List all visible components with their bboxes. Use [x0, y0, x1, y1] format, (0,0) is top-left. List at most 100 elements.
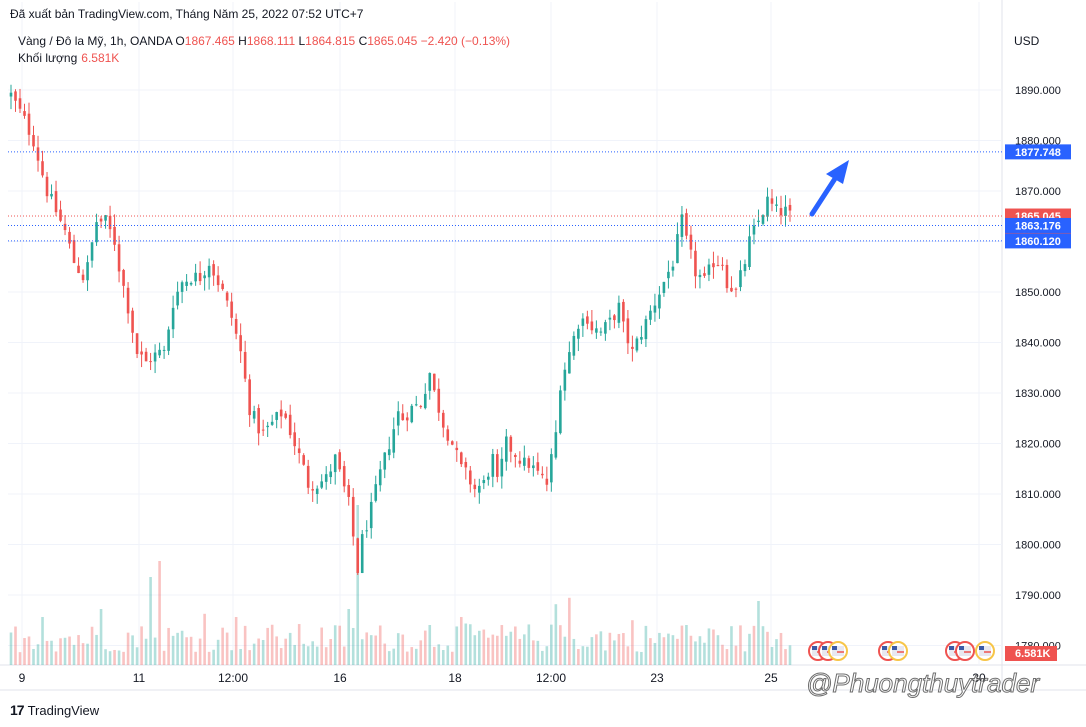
volume-bar: [81, 643, 85, 665]
candle-body: [126, 287, 130, 314]
candle-body: [117, 244, 121, 272]
candle-body: [185, 281, 188, 286]
us-flag-event-icon[interactable]: [975, 641, 995, 661]
volume-bar: [514, 626, 517, 665]
volume-bar: [757, 601, 760, 665]
volume-bar: [32, 648, 35, 665]
volume-bar: [491, 634, 495, 665]
candle-body: [649, 310, 652, 320]
volume-bar: [500, 625, 504, 665]
volume-value: 6.581K: [81, 51, 120, 65]
candle-body: [414, 404, 418, 406]
candle-body: [459, 452, 463, 465]
candle-body: [248, 379, 251, 416]
candle-body: [473, 484, 477, 490]
volume-bar: [279, 648, 283, 665]
volume-bar: [369, 635, 373, 665]
volume-bar: [784, 649, 787, 665]
candle-body: [194, 272, 197, 282]
volume-bar: [162, 650, 166, 665]
candle-body: [279, 409, 283, 417]
volume-bar: [252, 643, 256, 665]
candle-body: [329, 471, 333, 478]
candle-body: [14, 91, 17, 101]
volume-bar: [595, 634, 598, 665]
candle-body: [383, 452, 387, 470]
volume-bar: [599, 631, 603, 665]
candle-body: [63, 223, 67, 231]
us-flag-event-icon[interactable]: [828, 641, 848, 661]
candle-body: [50, 193, 53, 197]
volume-bar: [432, 646, 436, 665]
volume-bar: [437, 644, 441, 665]
volume-bar: [536, 640, 540, 665]
us-flag-event-icon[interactable]: [955, 641, 975, 661]
volume-bar: [59, 638, 62, 665]
price-tick-label: 1890.000: [1015, 85, 1061, 97]
candle-body: [23, 111, 26, 116]
candle-body: [212, 264, 215, 276]
candle-body: [509, 436, 513, 452]
candle-body: [54, 191, 58, 213]
volume-bar: [329, 639, 333, 665]
volume-bar: [378, 625, 382, 665]
volume-bar: [518, 638, 522, 665]
candle-body: [658, 294, 661, 309]
candle-body: [365, 530, 369, 532]
candle-body: [387, 449, 391, 456]
candle-body: [405, 417, 409, 421]
volume-bar: [671, 635, 675, 665]
candle-body: [572, 335, 576, 356]
volume-bar: [95, 634, 98, 665]
volume-bar: [613, 640, 616, 665]
candle-body: [599, 331, 603, 333]
candle-body: [784, 206, 787, 217]
candle-body: [423, 393, 427, 409]
volume-bar: [509, 631, 513, 665]
close-value: 1865.045: [367, 34, 418, 48]
price-level-badge: [1005, 144, 1071, 160]
high-label: H: [238, 34, 247, 48]
volume-bar: [586, 646, 589, 665]
tradingview-logo[interactable]: 17 TradingView: [10, 702, 99, 718]
volume-bar: [90, 626, 94, 665]
volume-bar: [698, 636, 702, 665]
volume-bar: [527, 624, 531, 665]
volume-bar: [360, 639, 364, 665]
volume-bar: [608, 632, 612, 665]
candle-body: [99, 218, 103, 222]
candle-body: [86, 262, 89, 281]
candle-body: [32, 135, 35, 147]
candle-body: [523, 457, 526, 466]
candle-body: [468, 470, 472, 485]
volume-bar: [144, 638, 148, 665]
volume-bar: [725, 649, 729, 665]
candlestick-series: [9, 84, 792, 576]
volume-badge-text: 6.581K: [1015, 648, 1051, 660]
economic-events[interactable]: [808, 641, 995, 661]
candle-body: [590, 321, 594, 331]
candle-body: [554, 432, 558, 458]
candle-body: [239, 335, 242, 352]
candle-body: [320, 481, 323, 488]
us-flag-event-icon[interactable]: [888, 641, 908, 661]
candle-body: [261, 429, 265, 431]
candle-body: [613, 315, 616, 321]
price-axis[interactable]: 1890.0001880.0001870.0001860.0001850.000…: [1005, 85, 1071, 661]
candle-body: [243, 351, 247, 379]
candle-body: [563, 369, 567, 391]
candle-body: [284, 413, 287, 418]
candle-body: [631, 346, 634, 349]
volume-bar: [23, 638, 26, 665]
candle-body: [428, 373, 432, 391]
time-axis[interactable]: 9 11 12:00 16 18 12:00 23 25 30: [19, 671, 986, 685]
volume-bar: [788, 645, 792, 665]
candle-body: [491, 454, 495, 477]
volume-bar: [676, 638, 679, 665]
volume-bar: [189, 636, 193, 665]
volume-badge: [1005, 646, 1057, 661]
candle-body: [644, 319, 648, 340]
candle-body: [203, 275, 206, 279]
price-tick-label: 1790.000: [1015, 590, 1061, 602]
